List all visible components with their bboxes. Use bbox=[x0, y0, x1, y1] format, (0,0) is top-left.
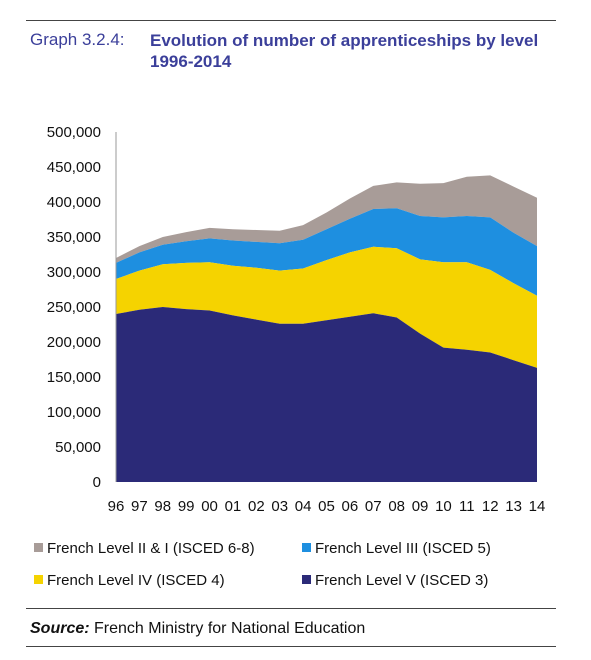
x-tick-label: 12 bbox=[482, 498, 499, 515]
source-label: Source: bbox=[30, 620, 90, 637]
x-tick-label: 07 bbox=[365, 498, 382, 515]
x-tick-label: 06 bbox=[342, 498, 359, 515]
y-tick-label: 150,000 bbox=[47, 369, 101, 386]
area-french-level-iv-isced-4 bbox=[116, 246, 537, 368]
legend-swatch-level-iv bbox=[34, 575, 43, 584]
x-tick-label: 02 bbox=[248, 498, 265, 515]
area-french-level-ii-i-isced-6-8 bbox=[116, 175, 537, 263]
y-tick-label: 350,000 bbox=[47, 229, 101, 246]
x-tick-label: 03 bbox=[271, 498, 288, 515]
legend-item-level-iv: French Level IV (ISCED 4) bbox=[34, 572, 225, 589]
graph-label: Graph 3.2.4: bbox=[30, 30, 125, 49]
x-tick-label: 09 bbox=[412, 498, 429, 515]
source-top-rule bbox=[26, 608, 556, 609]
legend-item-level-iii: French Level III (ISCED 5) bbox=[302, 540, 491, 557]
x-tick-label: 98 bbox=[154, 498, 171, 515]
y-tick-label: 50,000 bbox=[55, 439, 101, 456]
y-tick-label: 200,000 bbox=[47, 334, 101, 351]
x-tick-label: 04 bbox=[295, 498, 312, 515]
source-text: French Ministry for National Education bbox=[94, 620, 366, 637]
legend-swatch-level-ii-i bbox=[34, 543, 43, 552]
x-tick-label: 10 bbox=[435, 498, 452, 515]
source-line: Source: French Ministry for National Edu… bbox=[30, 620, 365, 638]
legend-item-level-v: French Level V (ISCED 3) bbox=[302, 572, 488, 589]
legend-label-level-ii-i: French Level II & I (ISCED 6-8) bbox=[47, 540, 255, 557]
graph-title: Evolution of number of apprenticeships b… bbox=[150, 31, 539, 71]
x-tick-label: 14 bbox=[529, 498, 546, 515]
x-tick-label: 01 bbox=[225, 498, 242, 515]
y-tick-label: 100,000 bbox=[47, 404, 101, 421]
area-chart: 0 50,000 100,000 150,000 200,000 250,000 300,0… bbox=[47, 124, 546, 515]
area-french-level-v-isced-3 bbox=[116, 307, 537, 482]
y-tick-label: 500,000 bbox=[47, 124, 101, 141]
x-tick-label: 96 bbox=[108, 498, 125, 515]
x-tick-label: 97 bbox=[131, 498, 148, 515]
y-tick-label: 450,000 bbox=[47, 159, 101, 176]
y-tick-label: 300,000 bbox=[47, 264, 101, 281]
x-tick-label: 08 bbox=[388, 498, 405, 515]
legend-swatch-level-v bbox=[302, 575, 311, 584]
x-tick-label: 99 bbox=[178, 498, 195, 515]
top-rule bbox=[26, 20, 556, 21]
legend-swatch-level-iii bbox=[302, 543, 311, 552]
x-tick-label: 13 bbox=[505, 498, 522, 515]
legend-item-level-ii-i: French Level II & I (ISCED 6-8) bbox=[34, 540, 255, 557]
x-tick-label: 11 bbox=[459, 498, 475, 515]
legend-label-level-iii: French Level III (ISCED 5) bbox=[315, 540, 491, 557]
bottom-rule bbox=[26, 646, 556, 647]
x-tick-label: 00 bbox=[201, 498, 218, 515]
area-french-level-iii-isced-5 bbox=[116, 208, 537, 296]
y-tick-label: 400,000 bbox=[47, 194, 101, 211]
y-tick-label: 250,000 bbox=[47, 299, 101, 316]
x-tick-label: 05 bbox=[318, 498, 335, 515]
legend-label-level-v: French Level V (ISCED 3) bbox=[315, 572, 489, 589]
legend-label-level-iv: French Level IV (ISCED 4) bbox=[47, 572, 225, 589]
y-tick-label: 0 bbox=[93, 474, 101, 491]
